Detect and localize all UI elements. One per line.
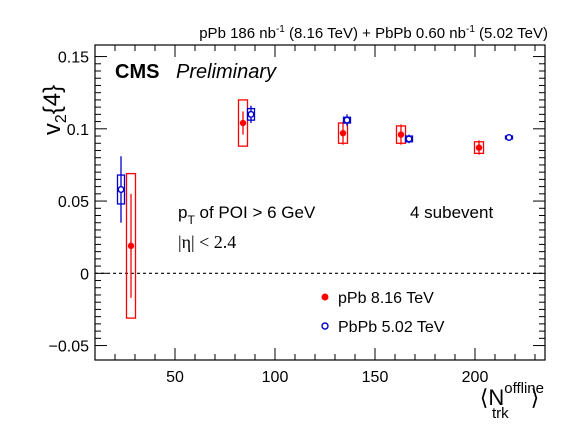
legend-label-pbpb: PbPb 5.02 TeV — [338, 319, 445, 336]
y-tick-label: 0.15 — [58, 50, 89, 67]
subevent-annotation: 4 subevent — [410, 203, 493, 222]
data-point-ppb — [475, 144, 483, 151]
y-tick-label: 0 — [80, 266, 89, 283]
data-point-pbpb — [505, 133, 513, 141]
data-point-pbpb — [247, 110, 255, 118]
x-axis-label: ⟨Noffline trk⟩ — [480, 380, 544, 422]
x-tick-label: 100 — [262, 369, 289, 386]
data-point-pbpb — [117, 185, 125, 193]
eta-annotation: |η| < 2.4 — [178, 232, 236, 252]
plot-frame — [94, 44, 546, 361]
pt-annotation: pT of POI > 6 GeV — [178, 203, 316, 227]
y-axis-label: v2{4} — [39, 85, 70, 135]
y-tick-label: 0.05 — [58, 194, 89, 211]
legend: pPb 8.16 TeV PbPb 5.02 TeV — [321, 290, 445, 336]
axis-ticks: 50 100 150 200 −0.05 0 0.05 0.1 0.15 — [49, 45, 545, 386]
legend-label-ppb: pPb 8.16 TeV — [338, 290, 434, 307]
data-point-ppb — [239, 119, 247, 127]
x-tick-label: 200 — [462, 369, 489, 386]
y-tick-label: 0.1 — [67, 122, 89, 139]
data-point-ppb — [339, 129, 347, 137]
x-tick-label: 50 — [166, 369, 184, 386]
sys-box — [125, 172, 137, 319]
data-point-pbpb — [343, 116, 351, 124]
data-point-pbpb — [405, 135, 413, 143]
preliminary-label: Preliminary — [176, 61, 277, 83]
x-tick-label: 150 — [362, 369, 389, 386]
legend-marker-pbpb — [321, 322, 329, 330]
data-point-ppb — [397, 131, 405, 138]
legend-marker-ppb — [321, 293, 329, 301]
data-series — [116, 99, 514, 319]
sys-box — [237, 99, 249, 147]
cms-label: CMS — [115, 61, 159, 83]
luminosity-header: pPb 186 nb-1 (8.16 TeV) + PbPb 0.60 nb-1… — [199, 24, 548, 42]
y-tick-label: −0.05 — [49, 339, 90, 356]
data-point-ppb — [127, 242, 135, 250]
